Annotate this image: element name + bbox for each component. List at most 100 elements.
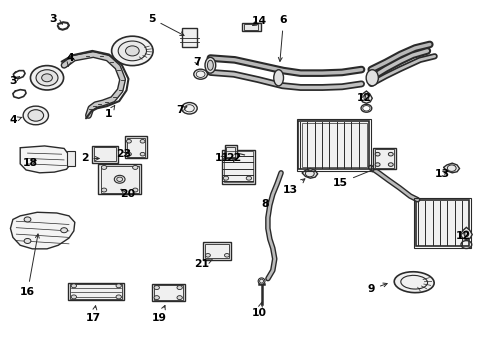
Ellipse shape (393, 272, 433, 293)
Bar (125, 136, 147, 158)
Text: 4: 4 (9, 116, 22, 126)
Ellipse shape (111, 36, 153, 66)
Ellipse shape (363, 95, 368, 100)
Bar (302, 123, 366, 167)
Ellipse shape (181, 103, 197, 114)
Ellipse shape (71, 295, 76, 299)
Bar (152, 284, 184, 301)
Ellipse shape (24, 238, 31, 243)
Text: 5: 5 (148, 14, 183, 36)
Ellipse shape (140, 152, 145, 156)
Polygon shape (460, 227, 471, 239)
Ellipse shape (126, 139, 131, 143)
Ellipse shape (30, 66, 63, 90)
Text: 19: 19 (152, 306, 167, 323)
Ellipse shape (207, 60, 213, 70)
Ellipse shape (273, 70, 283, 86)
Text: 12: 12 (454, 231, 469, 240)
Ellipse shape (24, 217, 31, 222)
Ellipse shape (118, 41, 146, 61)
Ellipse shape (387, 163, 392, 166)
Text: 10: 10 (251, 302, 266, 318)
Ellipse shape (132, 166, 138, 170)
Bar (182, 28, 196, 47)
Text: 15: 15 (332, 168, 374, 188)
Text: 21: 21 (194, 259, 212, 269)
Bar (66, 151, 75, 166)
Bar (154, 285, 183, 300)
Text: 17: 17 (85, 306, 101, 323)
Ellipse shape (224, 253, 229, 257)
Bar (224, 145, 237, 158)
Ellipse shape (140, 139, 145, 143)
Ellipse shape (177, 296, 182, 300)
Text: 20: 20 (120, 189, 135, 199)
Ellipse shape (116, 284, 121, 288)
Ellipse shape (258, 278, 264, 284)
Ellipse shape (154, 285, 159, 289)
Text: 18: 18 (22, 158, 38, 168)
Bar (127, 138, 145, 157)
Bar (92, 145, 118, 163)
Bar (223, 151, 252, 182)
Ellipse shape (374, 152, 379, 156)
Ellipse shape (177, 285, 182, 289)
Ellipse shape (101, 166, 106, 170)
Bar (221, 149, 254, 184)
Ellipse shape (41, 74, 52, 82)
Text: 12: 12 (356, 93, 371, 103)
Ellipse shape (463, 231, 468, 237)
Ellipse shape (366, 70, 378, 86)
Ellipse shape (125, 46, 139, 56)
Ellipse shape (204, 57, 215, 73)
Bar (101, 166, 139, 193)
Bar (242, 23, 260, 31)
Text: 7: 7 (176, 105, 186, 115)
Ellipse shape (126, 152, 131, 156)
Ellipse shape (374, 163, 379, 166)
Ellipse shape (245, 176, 251, 180)
Polygon shape (360, 91, 371, 103)
Text: 3: 3 (49, 14, 62, 24)
Text: 3: 3 (9, 76, 20, 86)
Ellipse shape (223, 176, 228, 180)
Bar (68, 283, 124, 300)
Text: 11: 11 (215, 153, 229, 163)
Text: 4: 4 (66, 53, 74, 66)
Ellipse shape (101, 188, 106, 192)
Text: 9: 9 (367, 283, 386, 294)
Ellipse shape (28, 110, 43, 121)
Bar (296, 119, 370, 171)
Bar (204, 244, 229, 258)
Bar (372, 148, 395, 169)
Ellipse shape (116, 295, 121, 299)
Bar (415, 200, 468, 246)
Text: 14: 14 (251, 17, 266, 27)
Bar (413, 198, 470, 248)
Text: 6: 6 (278, 15, 287, 62)
Text: 13: 13 (433, 169, 448, 179)
Text: 7: 7 (192, 57, 200, 67)
Bar (226, 147, 235, 157)
Text: 22: 22 (225, 153, 241, 163)
Polygon shape (20, 146, 71, 173)
Ellipse shape (154, 296, 159, 300)
Ellipse shape (23, 106, 48, 125)
Text: 13: 13 (283, 179, 304, 195)
Text: 16: 16 (20, 234, 39, 297)
Polygon shape (443, 163, 459, 173)
Text: 1: 1 (105, 105, 115, 119)
Ellipse shape (193, 69, 207, 79)
Ellipse shape (387, 152, 392, 156)
Text: 2: 2 (81, 153, 99, 163)
Polygon shape (10, 212, 75, 249)
Bar (203, 242, 231, 260)
Ellipse shape (61, 228, 67, 233)
Text: 8: 8 (261, 199, 268, 210)
Polygon shape (302, 168, 317, 178)
Bar (243, 24, 258, 30)
Ellipse shape (71, 284, 76, 288)
Text: 23: 23 (116, 149, 131, 159)
Bar (298, 121, 368, 169)
Bar (70, 284, 122, 299)
